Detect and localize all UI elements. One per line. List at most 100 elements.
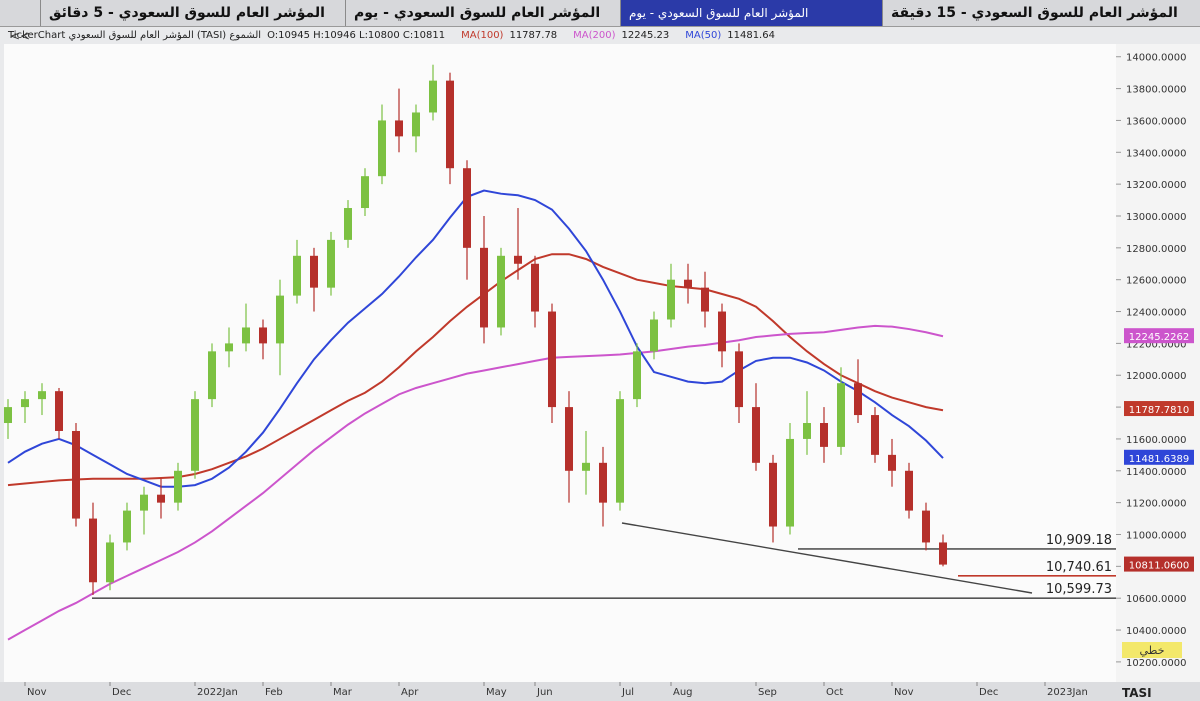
chart-style[interactable]: خطي — [1140, 644, 1165, 657]
y-tick-label: 11200.0000 — [1126, 499, 1186, 510]
legend-value: 12245.23 — [621, 29, 670, 41]
y-tick-label: 12400.0000 — [1126, 308, 1186, 319]
y-tick-label: 13600.0000 — [1126, 116, 1186, 127]
x-tick-label: Dec — [112, 687, 131, 698]
candle-body — [633, 351, 641, 400]
x-tick-label: Apr — [401, 687, 419, 698]
candle-body — [616, 399, 624, 503]
candle-body — [21, 399, 29, 408]
level-label: 10,909.18 — [1046, 533, 1112, 548]
y-tick-label: 14000.0000 — [1126, 53, 1186, 64]
candle-body — [344, 208, 352, 240]
y-tick-label: 13200.0000 — [1126, 180, 1186, 191]
x-tick-label: Oct — [826, 687, 843, 698]
tab[interactable]: المؤشر العام للسوق السعودي - يوم — [620, 0, 882, 26]
candle-body — [208, 351, 216, 400]
x-tick-label: Mar — [333, 687, 353, 698]
candle-body — [259, 327, 267, 344]
level-label: 10,599.73 — [1046, 582, 1112, 597]
candle-body — [837, 383, 845, 447]
price-tag — [1124, 556, 1194, 572]
tab[interactable]: المؤشر العام للسوق السعودي - 5 دقائق — [40, 0, 345, 26]
x-tick-label: Nov — [27, 687, 47, 698]
candle-body — [242, 327, 250, 344]
candle-body — [752, 407, 760, 463]
y-tick-label: 13000.0000 — [1126, 212, 1186, 223]
trend-line — [621, 522, 1033, 594]
y-tick-label: 11000.0000 — [1126, 530, 1186, 541]
price-tag — [1124, 449, 1194, 465]
chart-legend: TickerChart المؤشر العام للسوق السعودي (… — [0, 27, 1200, 43]
tab[interactable]: المؤشر العام للسوق السعودي - 15 دقيقة — [882, 0, 1200, 26]
x-tick-label: Dec — [979, 687, 998, 698]
candle-body — [157, 494, 165, 503]
chart-title: TickerChart المؤشر العام للسوق السعودي (… — [8, 29, 262, 41]
candle-body — [412, 112, 420, 137]
candle-body — [446, 80, 454, 169]
scroll-left-button[interactable]: << — [10, 29, 30, 43]
candle-body — [480, 247, 488, 328]
candle-body — [123, 510, 131, 543]
candle-body — [939, 542, 947, 565]
candle-body — [429, 80, 437, 113]
style-box[interactable] — [1122, 642, 1182, 658]
candle-body — [89, 518, 97, 583]
moving-average-line — [7, 324, 944, 641]
candle-body — [599, 462, 607, 503]
symbol-label: TASI — [1122, 686, 1152, 700]
y-tick-label: 12600.0000 — [1126, 276, 1186, 287]
legend-name: MA(100) — [461, 29, 504, 41]
candle-body — [191, 399, 199, 471]
price-tag — [1124, 401, 1194, 417]
candle-body — [718, 311, 726, 352]
candle-body — [327, 239, 335, 288]
x-tick-label: 2023Jan — [1047, 687, 1088, 698]
price-tag — [1124, 328, 1194, 344]
x-tick-label: Aug — [673, 687, 693, 698]
candle-body — [565, 407, 573, 471]
legend-name: MA(50) — [685, 29, 722, 41]
ohlc-readout: O:10945 H:10946 L:10800 C:10811 — [267, 29, 446, 41]
x-tick-label: May — [486, 687, 507, 698]
candle-body — [361, 176, 369, 209]
price-axis — [1116, 44, 1200, 682]
candle-body — [548, 311, 556, 408]
candle-body — [650, 319, 658, 352]
y-tick-label: 12800.0000 — [1126, 244, 1186, 255]
price-tag-label: 11481.6389 — [1129, 454, 1189, 465]
price-tag-label: 10811.0600 — [1129, 561, 1189, 572]
candle-body — [803, 423, 811, 439]
x-tick-label: Feb — [265, 687, 283, 698]
candle-body — [769, 462, 777, 527]
candle-body — [531, 263, 539, 312]
x-tick-label: Jun — [536, 687, 553, 698]
y-tick-label: 12200.0000 — [1126, 339, 1186, 350]
price-tag-label: 11787.7810 — [1129, 405, 1189, 416]
plot-area — [4, 44, 1116, 682]
candle-body — [106, 542, 114, 583]
candle-body — [854, 383, 862, 416]
candle-body — [378, 120, 386, 177]
candle-body — [463, 168, 471, 248]
candle-body — [786, 438, 794, 527]
candle-body — [497, 255, 505, 328]
tab-bar: المؤشر العام للسوق السعودي - 15 دقيقة ال… — [0, 0, 1200, 27]
candle-body — [225, 343, 233, 352]
x-tick-label: Sep — [758, 687, 777, 698]
candle-body — [72, 430, 80, 519]
candle-body — [514, 255, 522, 264]
candle-body — [55, 391, 63, 431]
candle-body — [310, 255, 318, 288]
candle-body — [395, 120, 403, 137]
candle-body — [871, 415, 879, 455]
candle-body — [820, 423, 828, 447]
legend-value: 11481.64 — [727, 29, 775, 41]
candle-body — [293, 255, 301, 296]
tab[interactable]: المؤشر العام للسوق السعودي - يوم — [345, 0, 620, 26]
x-tick-label: Jul — [621, 687, 634, 698]
y-tick-label: 12000.0000 — [1126, 371, 1186, 382]
y-tick-label: 10200.0000 — [1126, 658, 1186, 669]
legend-name: MA(200) — [573, 29, 616, 41]
